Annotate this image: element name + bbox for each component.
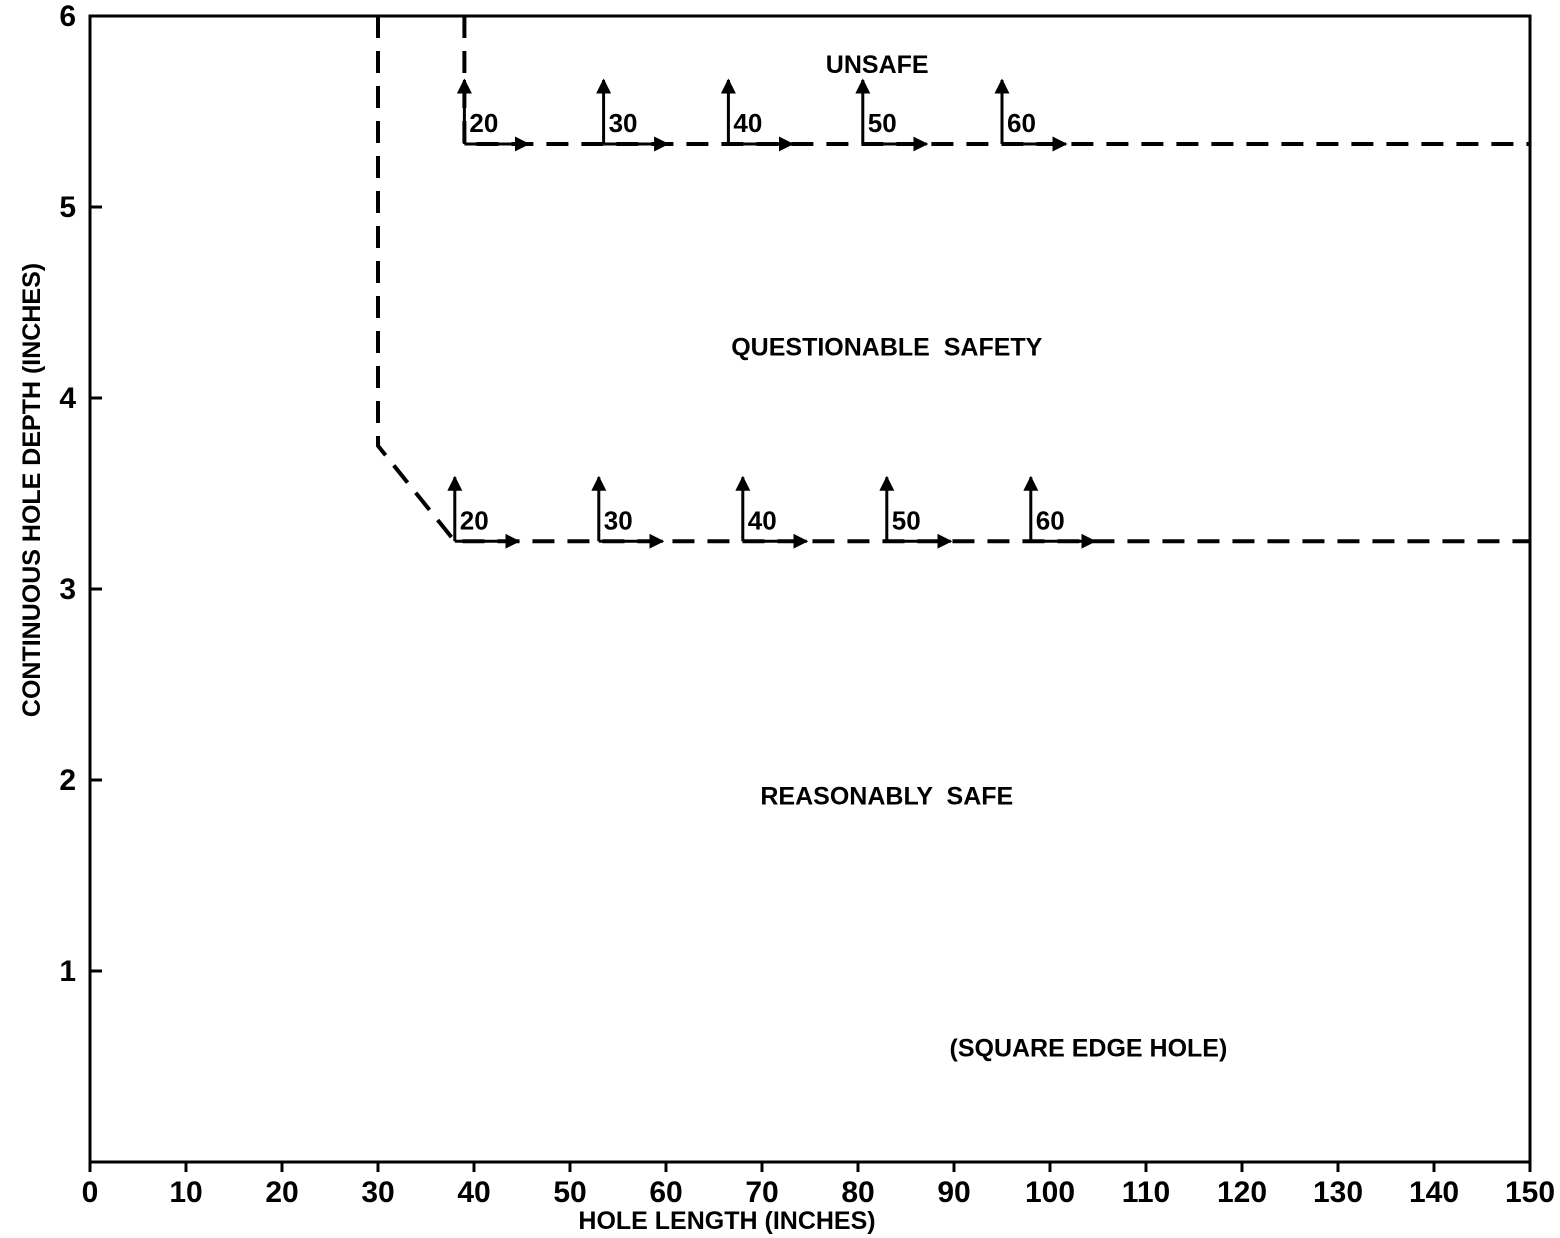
x-tick-label: 80 bbox=[841, 1176, 874, 1209]
y-tick-label: 5 bbox=[59, 191, 76, 224]
speed-markers-layer: 20 30 40 50 60 20 30 40 50 60 bbox=[447, 78, 1097, 549]
x-tick-label: 60 bbox=[649, 1176, 682, 1209]
x-tick-label: 100 bbox=[1025, 1176, 1075, 1209]
speed-label: 20 bbox=[460, 505, 489, 535]
boundary-line-1 bbox=[376, 16, 1530, 544]
x-tick-label: 130 bbox=[1313, 1176, 1363, 1209]
x-tick-label: 50 bbox=[553, 1176, 586, 1209]
y-axis-title: CONTINUOUS HOLE DEPTH (INCHES) bbox=[18, 263, 46, 717]
speed-label: 50 bbox=[892, 505, 921, 535]
plot-frame bbox=[88, 14, 1532, 1164]
region-label: REASONABLY SAFE bbox=[760, 782, 1013, 810]
labels-layer: HOLE LENGTH (INCHES) CONTINUOUS HOLE DEP… bbox=[18, 51, 1227, 1235]
speed-label: 20 bbox=[469, 108, 498, 138]
x-tick-label: 90 bbox=[937, 1176, 970, 1209]
speed-label: 60 bbox=[1007, 108, 1036, 138]
y-tick-label: 4 bbox=[59, 382, 76, 415]
y-tick-label: 6 bbox=[59, 0, 76, 33]
speed-label: 60 bbox=[1036, 505, 1065, 535]
axes-layer: 0 10 20 30 40 50 60 70 80 90 100 110 120 130 140 150 1 2 3… bbox=[59, 0, 1555, 1209]
series-layer bbox=[376, 16, 1530, 544]
x-tick-label: 0 bbox=[82, 1176, 99, 1209]
x-tick-label: 10 bbox=[169, 1176, 202, 1209]
x-tick-label: 30 bbox=[361, 1176, 394, 1209]
y-tick-label: 3 bbox=[59, 573, 76, 606]
x-axis-title: HOLE LENGTH (INCHES) bbox=[578, 1207, 875, 1235]
x-tick-label: 70 bbox=[745, 1176, 778, 1209]
x-tick-label: 150 bbox=[1505, 1176, 1555, 1209]
y-tick-label: 2 bbox=[59, 764, 76, 797]
region-label: UNSAFE bbox=[826, 51, 929, 79]
speed-label: 40 bbox=[748, 505, 777, 535]
y-tick-label: 1 bbox=[59, 955, 76, 988]
x-tick-label: 40 bbox=[457, 1176, 490, 1209]
x-tick-label: 110 bbox=[1122, 1176, 1170, 1209]
speed-label: 50 bbox=[868, 108, 897, 138]
boundary-line-2 bbox=[462, 16, 1530, 146]
x-tick-label: 20 bbox=[265, 1176, 298, 1209]
annotation-label: (SQUARE EDGE HOLE) bbox=[950, 1034, 1228, 1062]
speed-label: 30 bbox=[604, 505, 633, 535]
region-label: QUESTIONABLE SAFETY bbox=[731, 333, 1042, 361]
speed-label: 30 bbox=[609, 108, 638, 138]
speed-label: 40 bbox=[733, 108, 762, 138]
x-tick-label: 120 bbox=[1217, 1176, 1267, 1209]
x-tick-label: 140 bbox=[1409, 1176, 1459, 1209]
